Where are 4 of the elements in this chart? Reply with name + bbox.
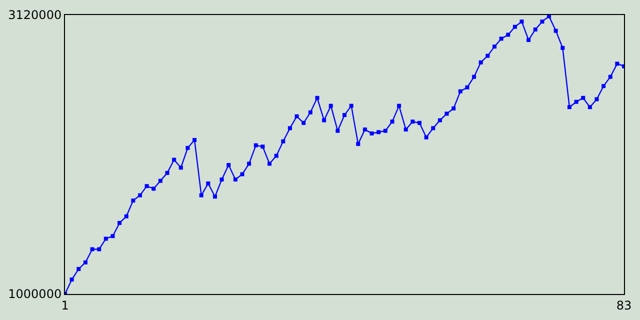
y-tick-label: 1000000 <box>8 287 62 302</box>
x-tick-label: 83 <box>616 298 632 312</box>
y-tick-label: 3120000 <box>8 8 62 22</box>
x-tick-label: 1 <box>61 298 69 312</box>
